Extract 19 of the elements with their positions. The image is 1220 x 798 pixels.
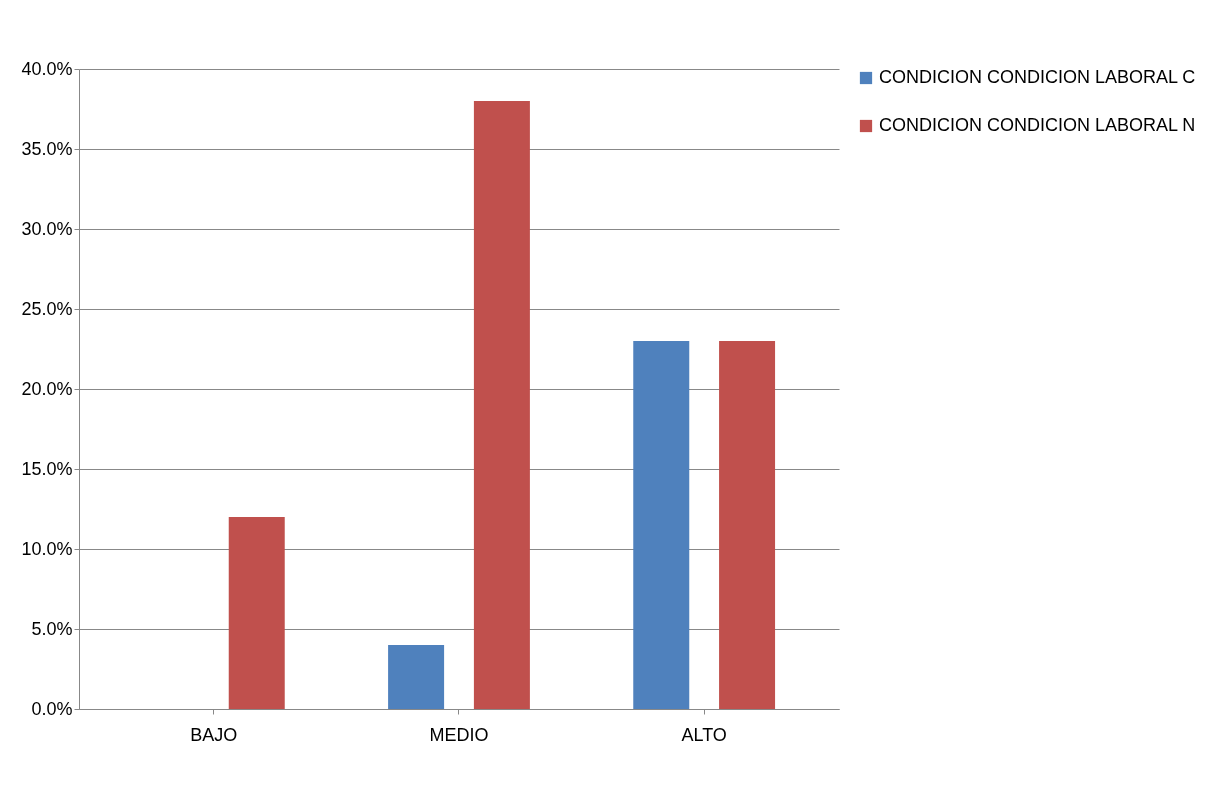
x-tick-label: MEDIO — [429, 724, 489, 745]
y-tick-label: 30.0% — [21, 218, 73, 239]
y-tick-label: 0.0% — [31, 698, 73, 719]
y-tick-label: 20.0% — [21, 378, 73, 399]
x-tick-label: ALTO — [681, 724, 727, 745]
y-tick-label: 5.0% — [31, 618, 73, 639]
bar — [388, 645, 445, 709]
y-tick-label: 15.0% — [21, 458, 73, 479]
y-tick-label: 40.0% — [21, 58, 73, 79]
bar — [473, 101, 530, 709]
legend-label: CONDICION CONDICION LABORAL N — [879, 115, 1196, 135]
legend-label: CONDICION CONDICION LABORAL C — [879, 67, 1196, 87]
x-tick-label: BAJO — [190, 724, 238, 745]
bar — [228, 517, 285, 709]
bar — [633, 341, 690, 709]
bar — [719, 341, 776, 709]
y-tick-label: 25.0% — [21, 298, 73, 319]
y-tick-label: 35.0% — [21, 138, 73, 159]
y-tick-label: 10.0% — [21, 538, 73, 559]
